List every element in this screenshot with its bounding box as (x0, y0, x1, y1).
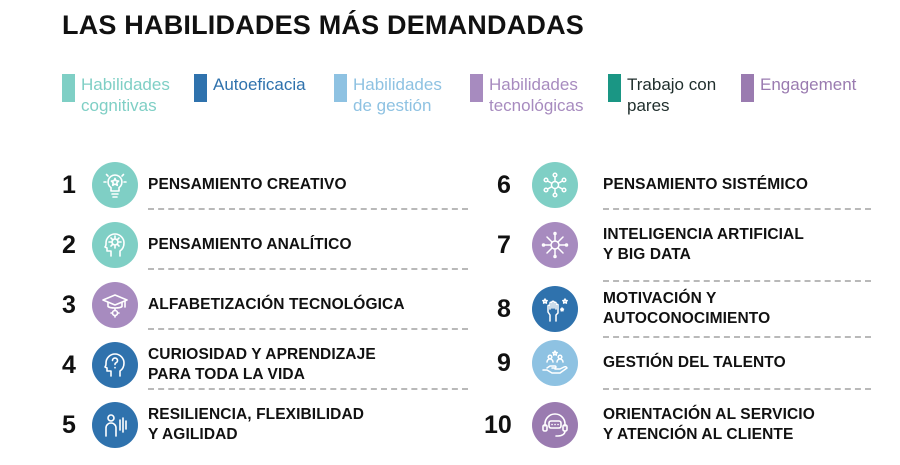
page-title: LAS HABILIDADES MÁS DEMANDADAS (62, 10, 585, 40)
divider (603, 280, 871, 282)
skill-number: 1 (62, 171, 76, 199)
divider (148, 388, 468, 390)
divider (603, 388, 871, 390)
hand-people-star-icon (532, 340, 578, 386)
legend-swatch (194, 74, 207, 102)
skill-label: PENSAMIENTO SISTÉMICO (603, 176, 809, 193)
skill-item-9: 9 GESTIÓN DEL TALENTO (497, 338, 887, 388)
divider (603, 336, 871, 338)
skill-item-2: 2 PENSAMIENTO ANALÍTICO (62, 220, 482, 270)
divider (148, 268, 468, 270)
legend-item-cognitivas: Habilidades cognitivas (62, 74, 170, 116)
chip-circuit-icon (532, 222, 578, 268)
skill-item-3: 3 ALFABETIZACIÓN TECNOLÓGICA (62, 280, 482, 330)
skill-item-5: 5 RESILIENCIA, FLEXIBILIDAD Y AGILIDAD (62, 400, 482, 450)
head-gear-icon (92, 222, 138, 268)
legend-item-pares: Trabajo con pares (608, 74, 716, 116)
legend-item-tecnologicas: Habilidades tecnológicas (470, 74, 584, 116)
skill-number: 2 (62, 231, 76, 259)
skill-item-10: 10 ORIENTACIÓN AL SERVICIO Y ATENCIÓN AL… (484, 400, 887, 450)
legend-item-engagement: Engagement (741, 74, 856, 102)
skill-label: GESTIÓN DEL TALENTO (603, 354, 786, 371)
headset-chat-icon (532, 402, 578, 448)
skill-label: ORIENTACIÓN AL SERVICIO Y ATENCIÓN AL CL… (603, 406, 815, 443)
legend-label: Autoeficacia (213, 75, 306, 94)
lightbulb-star-icon (92, 162, 138, 208)
skill-label: CURIOSIDAD Y APRENDIZAJE PARA TODA LA VI… (148, 346, 376, 383)
legend-label: Habilidades cognitivas (81, 75, 170, 115)
skill-label: ALFABETIZACIÓN TECNOLÓGICA (148, 296, 405, 313)
skill-label: PENSAMIENTO ANALÍTICO (148, 236, 352, 253)
skill-label: INTELIGENCIA ARTIFICIAL Y BIG DATA (603, 226, 804, 263)
head-question-icon (92, 342, 138, 388)
legend-swatch (334, 74, 347, 102)
skill-number: 8 (497, 295, 511, 323)
skill-number: 10 (484, 411, 512, 439)
divider (148, 328, 468, 330)
legend-item-gestion: Habilidades de gestión (334, 74, 442, 116)
legend-label: Habilidades de gestión (353, 75, 442, 115)
legend: Habilidades cognitivas Autoeficacia Habi… (0, 74, 900, 124)
legend-item-autoeficacia: Autoeficacia (194, 74, 306, 102)
legend-label: Engagement (760, 75, 857, 94)
skill-item-4: 4 CURIOSIDAD Y APRENDIZAJE PARA TODA LA … (62, 340, 482, 390)
legend-swatch (62, 74, 75, 102)
skill-number: 5 (62, 411, 76, 439)
skill-number: 7 (497, 231, 511, 259)
legend-swatch (741, 74, 754, 102)
skill-number: 3 (62, 291, 76, 319)
divider (603, 208, 871, 210)
legend-label: Habilidades tecnológicas (489, 75, 584, 115)
legend-label: Trabajo con pares (627, 75, 717, 115)
skill-label: RESILIENCIA, FLEXIBILIDAD Y AGILIDAD (148, 406, 365, 443)
skill-label: PENSAMIENTO CREATIVO (148, 176, 347, 193)
person-signal-icon (92, 402, 138, 448)
skill-item-1: 1 PENSAMIENTO CREATIVO (62, 160, 482, 210)
skill-label: MOTIVACIÓN Y AUTOCONOCIMIENTO (603, 290, 771, 327)
skill-number: 6 (497, 171, 511, 199)
legend-swatch (470, 74, 483, 102)
raised-fist-stars-icon (532, 286, 578, 332)
skill-number: 4 (62, 351, 76, 379)
graduation-cap-gear-icon (92, 282, 138, 328)
skill-item-8: 8 MOTIVACIÓN Y AUTOCONOCIMIENTO (497, 284, 887, 334)
skill-item-7: 7 INTELIGENCIA ARTIFICIAL Y BIG DATA (497, 220, 887, 270)
network-nodes-icon (532, 162, 578, 208)
divider (148, 208, 468, 210)
skill-item-6: 6 PENSAMIENTO SISTÉMICO (497, 160, 887, 210)
skill-number: 9 (497, 349, 511, 377)
legend-swatch (608, 74, 621, 102)
